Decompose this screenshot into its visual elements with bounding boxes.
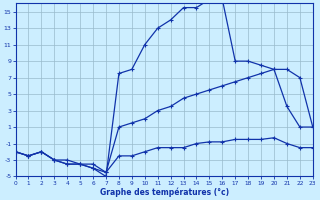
X-axis label: Graphe des températures (°c): Graphe des températures (°c)	[100, 187, 229, 197]
